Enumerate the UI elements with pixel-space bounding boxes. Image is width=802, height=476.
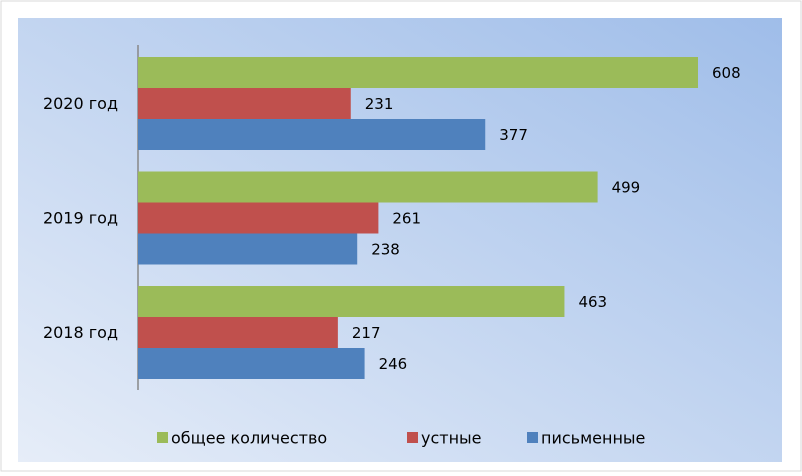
value-label: 463 [578,293,607,311]
legend-swatch [157,432,168,443]
value-label: 238 [371,241,400,259]
bar [138,119,486,150]
legend-swatch [407,432,418,443]
bar [138,348,365,379]
value-label: 231 [365,95,394,113]
bar [138,171,598,203]
category-label: 2019 год [43,209,118,228]
category-label: 2020 год [43,94,118,113]
bar [138,233,358,265]
bar [138,57,698,88]
value-label: 217 [352,324,381,342]
bar [138,202,379,234]
bar [138,317,338,348]
value-label: 261 [392,210,421,228]
value-label: 608 [712,64,741,82]
legend-label: письменные [541,429,645,448]
value-label: 499 [612,179,641,197]
legend-swatch [527,432,538,443]
category-label: 2018 год [43,323,118,342]
value-label: 246 [379,355,408,373]
bar [138,286,565,317]
bar [138,88,351,119]
value-label: 377 [499,126,528,144]
legend-label: общее количество [171,429,327,448]
legend-label: устные [421,429,482,448]
